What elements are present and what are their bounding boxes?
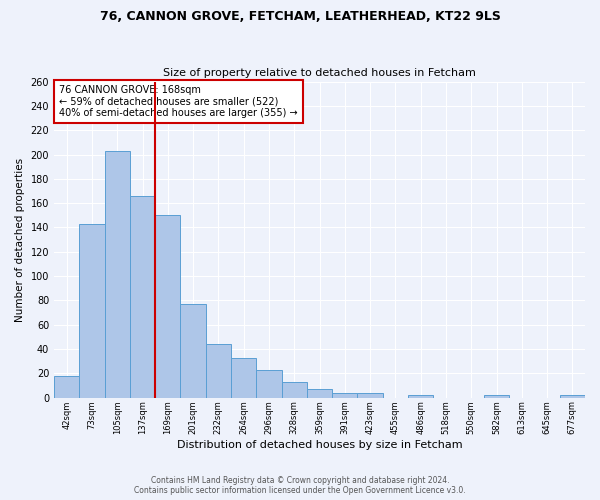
Bar bbox=[560, 395, 585, 398]
Text: 76, CANNON GROVE, FETCHAM, LEATHERHEAD, KT22 9LS: 76, CANNON GROVE, FETCHAM, LEATHERHEAD, … bbox=[100, 10, 500, 23]
Bar bbox=[281, 382, 307, 398]
Bar bbox=[130, 196, 155, 398]
X-axis label: Distribution of detached houses by size in Fetcham: Distribution of detached houses by size … bbox=[177, 440, 463, 450]
Bar bbox=[332, 393, 358, 398]
Bar bbox=[206, 344, 231, 398]
Y-axis label: Number of detached properties: Number of detached properties bbox=[15, 158, 25, 322]
Bar bbox=[408, 395, 433, 398]
Bar bbox=[155, 216, 181, 398]
Bar bbox=[79, 224, 104, 398]
Bar bbox=[358, 393, 383, 398]
Bar bbox=[231, 358, 256, 398]
Title: Size of property relative to detached houses in Fetcham: Size of property relative to detached ho… bbox=[163, 68, 476, 78]
Bar bbox=[307, 389, 332, 398]
Text: Contains HM Land Registry data © Crown copyright and database right 2024.
Contai: Contains HM Land Registry data © Crown c… bbox=[134, 476, 466, 495]
Text: 76 CANNON GROVE: 168sqm
← 59% of detached houses are smaller (522)
40% of semi-d: 76 CANNON GROVE: 168sqm ← 59% of detache… bbox=[59, 84, 298, 118]
Bar bbox=[54, 376, 79, 398]
Bar bbox=[181, 304, 206, 398]
Bar bbox=[484, 395, 509, 398]
Bar bbox=[104, 151, 130, 398]
Bar bbox=[256, 370, 281, 398]
